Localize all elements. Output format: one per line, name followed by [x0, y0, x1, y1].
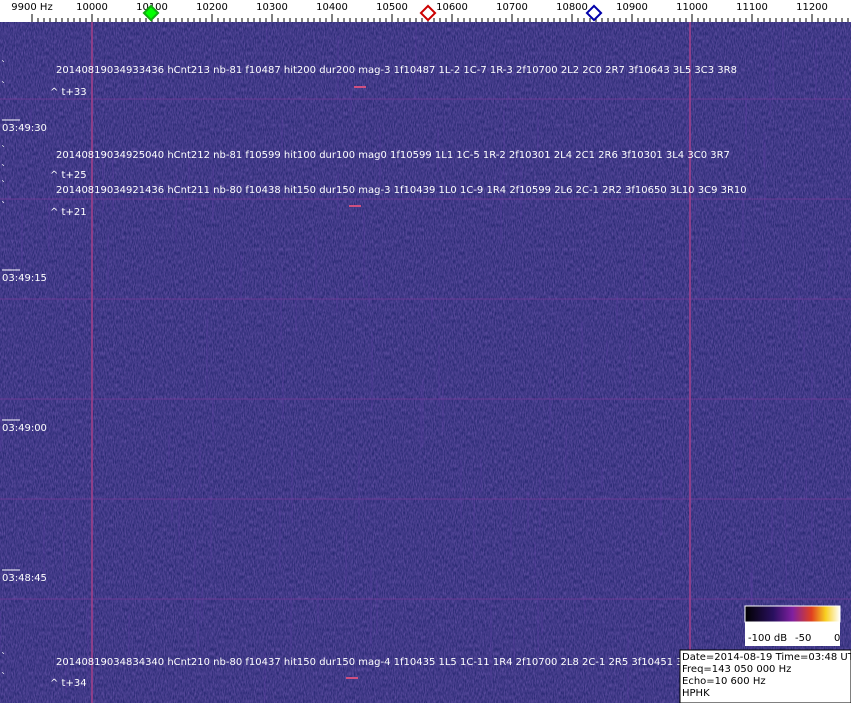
- info-line: Echo=10 600 Hz: [682, 676, 766, 687]
- tick: `: [1, 163, 6, 175]
- event-text: 20140819034925040 hCnt212 nb-81 f10599 h…: [56, 150, 730, 161]
- colorbar: [744, 605, 841, 623]
- event-offset: ^ t+33: [50, 87, 87, 98]
- colorbar-legend: [745, 622, 840, 646]
- event-text: 20140819034921436 hCnt211 nb-80 f10438 h…: [56, 185, 747, 196]
- ruler-label: 10000: [76, 2, 108, 13]
- ruler-label: 10600: [436, 2, 468, 13]
- time-label: 03:49:30: [2, 123, 47, 134]
- ruler-label: 10300: [256, 2, 288, 13]
- ruler-label: 10800: [556, 2, 588, 13]
- event-text: 20140819034933436 hCnt213 nb-81 f10487 h…: [56, 65, 737, 76]
- marker: [585, 4, 603, 22]
- tick: `: [1, 179, 6, 191]
- ruler-label: 11000: [676, 2, 708, 13]
- waterfall-noise: [0, 22, 851, 703]
- tick: `: [1, 671, 6, 683]
- tick: `: [1, 651, 6, 663]
- ruler-label: 10200: [196, 2, 228, 13]
- colorbar-label: -100 dB: [748, 633, 787, 644]
- info-line: Date=2014-08-19 Time=03:48 UTC: [682, 652, 851, 663]
- time-label: 03:48:45: [2, 573, 47, 584]
- info-line: HPHK: [682, 688, 710, 699]
- colorbar-label: -50: [795, 633, 811, 644]
- marker: [419, 4, 437, 22]
- event-offset: ^ t+21: [50, 207, 87, 218]
- ruler-label: 10500: [376, 2, 408, 13]
- time-label: 03:49:00: [2, 423, 47, 434]
- info-line: Freq=143 050 000 Hz: [682, 664, 791, 675]
- tick: `: [1, 200, 6, 212]
- ruler-label: 9900 Hz: [11, 2, 52, 13]
- tick: `: [1, 144, 6, 156]
- tick: `: [1, 59, 6, 71]
- ruler-label: 10900: [616, 2, 648, 13]
- marker: [142, 4, 160, 22]
- time-label: 03:49:15: [2, 273, 47, 284]
- event-text: 20140819034834340 hCnt210 nb-80 f10437 h…: [56, 657, 711, 668]
- event-offset: ^ t+34: [50, 678, 87, 689]
- event-offset: ^ t+25: [50, 170, 87, 181]
- ruler-label: 10700: [496, 2, 528, 13]
- ruler-label: 10400: [316, 2, 348, 13]
- ruler-label: 11100: [736, 2, 768, 13]
- info-box: [679, 649, 851, 704]
- colorbar-label: 0: [834, 633, 840, 644]
- ruler-label: 11200: [796, 2, 828, 13]
- tick: `: [1, 80, 6, 92]
